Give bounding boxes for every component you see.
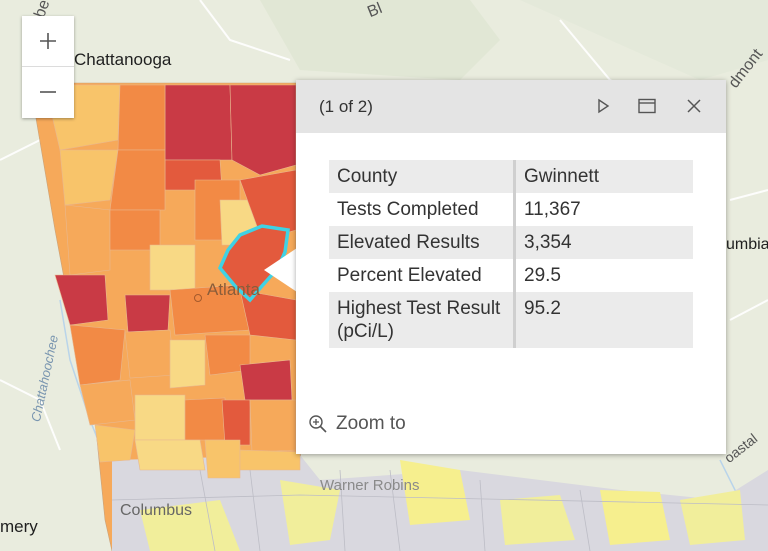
place-label-chattanooga: Chattanooga (74, 50, 172, 69)
place-label-montgomery: mery (0, 517, 38, 536)
popup-header: (1 of 2) (296, 80, 726, 133)
popup-title: (1 of 2) (319, 96, 373, 116)
dock-window-icon (638, 98, 656, 114)
feature-popup: (1 of 2) County Gwinnett Tests Completed… (296, 80, 726, 454)
attr-value: 3,354 (514, 226, 693, 259)
place-label-atlanta: Atlanta (207, 280, 260, 299)
table-row: County Gwinnett (329, 160, 693, 193)
dock-button[interactable] (636, 95, 658, 117)
attr-label: Elevated Results (329, 226, 516, 259)
attr-value: 29.5 (524, 265, 561, 286)
plus-icon (40, 33, 56, 49)
popup-pointer (264, 248, 297, 292)
zoom-in-button[interactable] (22, 16, 74, 66)
attr-value: Gwinnett (514, 160, 693, 193)
minus-icon (40, 91, 56, 93)
zoom-out-button[interactable] (22, 66, 74, 117)
place-label-columbus: Columbus (120, 502, 193, 519)
attr-label: Tests Completed (329, 193, 516, 226)
table-row: Tests Completed 11,367 (329, 193, 693, 226)
attr-label: County (329, 160, 516, 193)
place-label-columbia: umbia (726, 236, 768, 253)
place-label-warner-robins: Warner Robins (320, 477, 420, 494)
close-icon (687, 99, 701, 113)
next-triangle-icon (598, 98, 610, 114)
attr-value: 95.2 (514, 292, 693, 348)
zoom-to-label: Zoom to (336, 413, 406, 434)
attr-value: 11,367 (524, 199, 581, 220)
close-popup-button[interactable] (683, 95, 705, 117)
table-row: Highest Test Result (pCi/L) 95.2 (329, 292, 693, 348)
next-feature-button[interactable] (592, 95, 614, 117)
attribute-table: County Gwinnett Tests Completed 11,367 E… (329, 160, 693, 348)
magnifier-plus-icon (309, 415, 327, 433)
zoom-to-action[interactable]: Zoom to (308, 413, 406, 435)
zoom-controls (22, 16, 74, 118)
table-row: Percent Elevated 29.5 (329, 259, 693, 292)
attr-label: Percent Elevated (329, 259, 516, 292)
table-row: Elevated Results 3,354 (329, 226, 693, 259)
attr-label: Highest Test Result (pCi/L) (329, 292, 516, 348)
